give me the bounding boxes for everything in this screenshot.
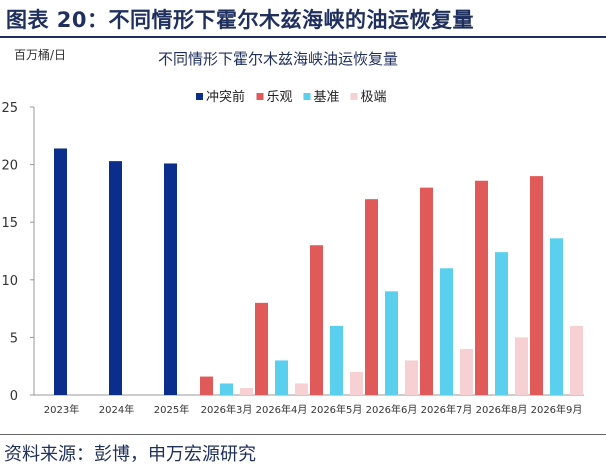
chart-title: 不同情形下霍尔木兹海峡油运恢复量 [158,50,399,68]
bar [570,325,583,395]
x-tick-label: 2025年 [154,403,189,416]
bar [200,376,213,395]
bar [475,180,488,395]
legend-swatch [256,93,264,100]
bar [365,199,378,395]
x-tick-label: 2026年7月 [421,403,473,416]
legend-swatch [350,93,358,100]
bar [495,252,508,395]
legend-swatch [303,93,311,100]
x-tick-label: 2026年8月 [476,403,528,416]
x-tick-label: 2026年6月 [366,403,418,416]
source-divider [0,434,606,435]
bar [255,302,268,395]
bar [405,360,418,395]
bar [220,383,233,395]
y-axis-unit-label: 百万桶/日 [14,48,67,62]
figure-title: 图表 20：不同情形下霍尔木兹海峡的油运恢复量 [6,8,475,32]
bar [295,383,308,395]
bar [164,163,177,395]
bar [420,187,433,395]
bar [275,360,288,395]
bar [460,348,473,395]
bar [240,388,253,395]
bar [310,245,323,395]
x-tick-label: 2023年 [44,403,79,416]
y-tick-label: 0 [10,389,18,404]
title-divider [0,36,606,38]
legend-label: 基准 [314,90,340,105]
y-tick-label: 5 [10,331,18,346]
bar [385,291,398,395]
legend-label: 极端 [361,90,387,105]
bar [440,268,453,395]
bar [530,176,543,395]
bar [350,371,363,395]
legend-label: 乐观 [267,90,293,105]
x-tick-label: 2026年9月 [531,403,583,416]
bar [109,161,122,395]
y-tick-label: 10 [1,274,18,289]
y-tick-label: 15 [1,216,18,231]
bar [54,148,67,395]
y-tick-label: 25 [1,101,18,116]
bar [330,325,343,395]
source-note: 资料来源：彭博，申万宏源研究 [4,444,256,465]
y-tick-label: 20 [1,159,18,174]
legend-label: 冲突前 [206,89,245,105]
x-tick-label: 2026年3月 [201,403,253,416]
x-tick-label: 2024年 [99,403,134,416]
x-tick-label: 2026年4月 [256,403,308,416]
legend-swatch [196,93,203,100]
x-tick-label: 2026年5月 [311,403,363,416]
bar [515,337,528,395]
bar [550,238,563,395]
